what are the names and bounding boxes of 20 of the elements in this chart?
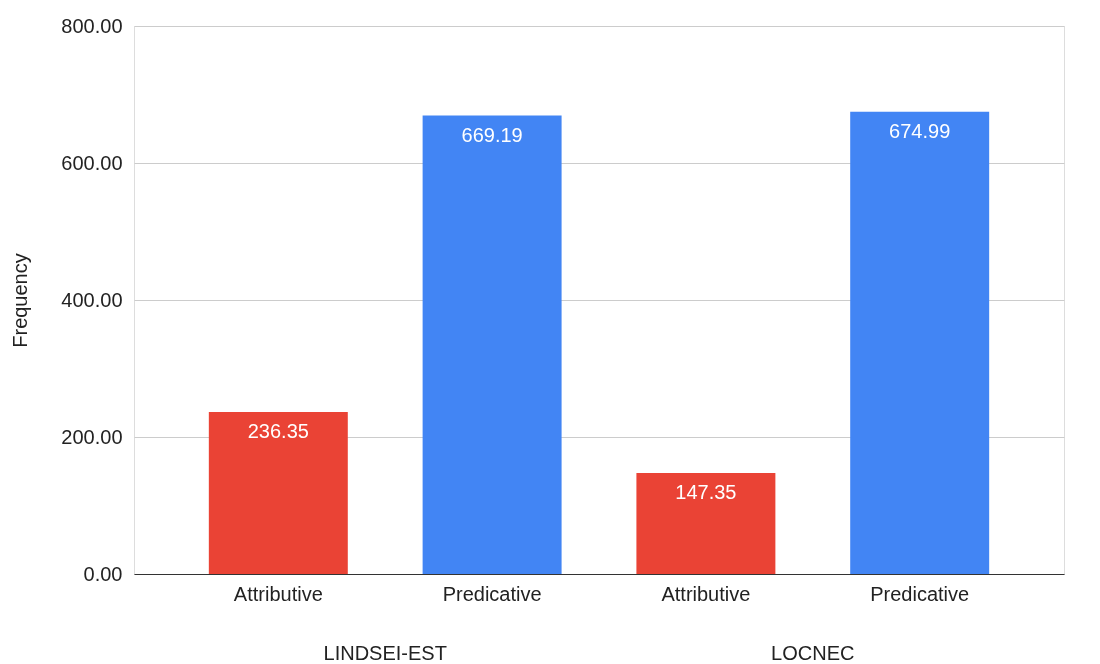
x-tick-label: Attributive: [233, 582, 323, 605]
text: LINDSEI-EST: [323, 642, 447, 664]
data-label: 674.99: [889, 119, 951, 142]
x-tick-label: Predicative: [442, 582, 542, 605]
bar: [636, 473, 776, 574]
data-label: 236.35: [247, 420, 309, 443]
data-label: 669.19: [461, 123, 523, 146]
y-tick-label: 400.00: [61, 288, 123, 311]
y-tick-label: 600.00: [61, 151, 123, 174]
y-tick-label: 0.00: [83, 562, 123, 585]
x-tick-label: Attributive: [661, 582, 751, 605]
y-tick-label: 200.00: [61, 425, 123, 448]
data-label: 147.35: [675, 481, 737, 504]
bar: [850, 111, 990, 574]
text: LOCNEC: [771, 642, 855, 664]
y-axis-title: Frequency: [9, 253, 32, 348]
y-tick-label: 800.00: [61, 14, 123, 37]
bar: [422, 115, 562, 574]
bar: [208, 412, 348, 574]
x-tick-label: Predicative: [870, 582, 970, 605]
